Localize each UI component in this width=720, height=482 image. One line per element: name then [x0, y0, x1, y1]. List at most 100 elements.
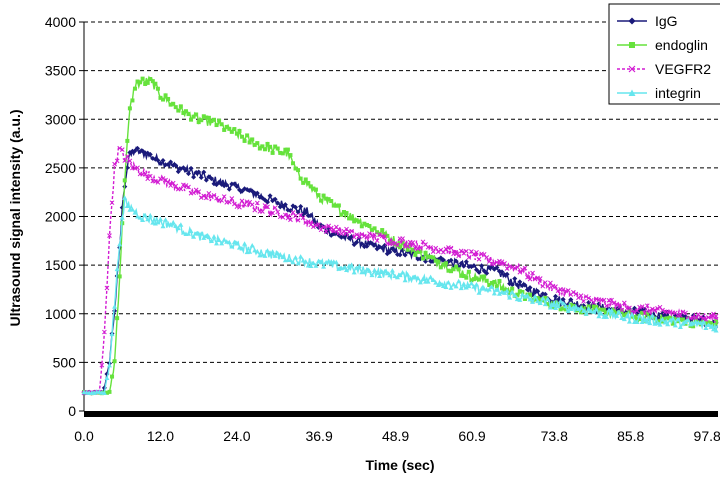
- legend-item-integrin: integrin: [617, 85, 701, 101]
- data-point: [573, 303, 579, 309]
- data-point: [247, 249, 253, 254]
- data-point: [110, 374, 115, 379]
- x-tick-label: 97.8: [694, 428, 720, 444]
- data-point: [634, 308, 640, 314]
- data-point: [354, 218, 359, 223]
- data-point: [295, 217, 301, 223]
- data-point: [397, 272, 403, 278]
- data-point: [476, 290, 482, 295]
- data-point: [560, 300, 566, 306]
- data-point: [494, 287, 500, 292]
- data-point: [502, 290, 508, 295]
- data-point: [494, 264, 500, 270]
- data-point: [479, 263, 485, 269]
- data-point: [440, 257, 446, 263]
- data-point: [524, 292, 530, 298]
- data-point: [231, 239, 237, 245]
- data-point: [239, 245, 245, 251]
- data-point: [135, 145, 141, 151]
- x-axis: 0.0 12.0 24.0 36.9 48.9 60.9 73.8 85.8 97.8: [74, 411, 720, 444]
- data-point: [453, 283, 459, 289]
- data-point: [203, 233, 209, 239]
- data-point: [173, 163, 179, 169]
- data-point: [683, 319, 689, 325]
- data-point: [660, 307, 665, 313]
- data-point: [711, 326, 717, 332]
- data-point: [254, 248, 260, 254]
- data-point: [507, 291, 512, 296]
- data-point: [515, 292, 520, 297]
- data-point: [206, 234, 212, 240]
- data-point: [627, 309, 632, 314]
- data-point: [211, 234, 217, 239]
- data-point: [672, 322, 678, 328]
- data-point: [431, 255, 436, 260]
- data-point: [324, 196, 329, 201]
- data-point: [119, 215, 125, 220]
- data-point: [675, 316, 681, 322]
- data-point: [640, 310, 645, 315]
- data-point: [443, 246, 449, 252]
- data-point: [558, 298, 564, 304]
- data-point: [591, 300, 597, 305]
- data-point: [463, 248, 469, 254]
- data-point: [527, 285, 533, 291]
- data-point: [522, 282, 528, 288]
- data-point: [329, 199, 334, 204]
- data-point: [229, 129, 234, 134]
- y-tick-label: 3500: [45, 63, 76, 79]
- data-point: [420, 256, 425, 261]
- data-point: [464, 275, 469, 280]
- data-point: [295, 260, 301, 266]
- data-point: [303, 177, 308, 182]
- data-point: [703, 325, 709, 331]
- data-point: [593, 306, 599, 312]
- data-point: [231, 181, 237, 187]
- legend-label: IgG: [655, 13, 678, 29]
- data-point: [265, 204, 270, 210]
- data-point: [496, 291, 502, 296]
- data-point: [349, 228, 354, 234]
- data-point: [178, 186, 184, 192]
- data-point: [185, 231, 191, 236]
- data-point: [109, 200, 115, 206]
- data-point: [563, 303, 569, 309]
- data-point: [140, 76, 145, 81]
- data-point: [165, 179, 171, 185]
- data-point: [382, 234, 388, 240]
- data-point: [647, 320, 653, 326]
- data-point: [268, 144, 273, 149]
- data-point: [278, 150, 283, 155]
- data-point: [203, 177, 209, 183]
- data-point: [655, 305, 660, 311]
- data-point: [259, 252, 265, 257]
- data-point: [652, 307, 658, 313]
- data-point: [690, 321, 696, 326]
- data-point: [665, 321, 671, 327]
- data-point: [392, 273, 398, 278]
- data-point: [400, 270, 406, 275]
- data-point: [323, 259, 329, 265]
- data-point: [405, 243, 411, 249]
- data-point: [117, 145, 123, 151]
- data-point: [313, 263, 319, 268]
- series-layer: [81, 75, 719, 396]
- data-point: [161, 97, 166, 102]
- data-point: [601, 307, 606, 312]
- data-point: [245, 133, 250, 138]
- data-point: [474, 281, 480, 287]
- data-point: [155, 180, 161, 185]
- data-point: [112, 304, 118, 309]
- data-point: [379, 245, 385, 251]
- data-point: [377, 232, 383, 238]
- data-point: [249, 242, 255, 248]
- x-tick-label: 48.9: [382, 428, 409, 444]
- data-point: [199, 118, 204, 123]
- data-point: [494, 284, 499, 289]
- data-point: [405, 272, 411, 277]
- data-point: [198, 174, 204, 180]
- data-point: [438, 281, 444, 287]
- data-point: [157, 216, 163, 222]
- y-tick-label: 2500: [45, 160, 76, 176]
- data-point: [558, 307, 563, 312]
